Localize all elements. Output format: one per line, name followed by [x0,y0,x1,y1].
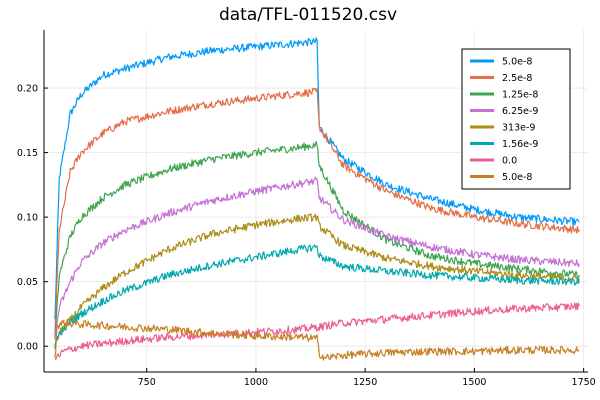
series-line-7 [54,318,580,361]
series-line-2 [54,140,580,339]
axis-ticks: 750 1000 1250 1500 1750 0.00 0.05 0.10 0.15 0.20 [17,84,596,388]
series-line-1 [54,87,580,335]
legend-label: 1.25e-8 [502,90,538,101]
x-tick-label: 1000 [244,377,268,388]
legend: 5.0e-8 2.5e-8 1.25e-8 6.25e-9 313e-9 1.56e-9 0… [461,48,571,190]
axes [43,30,588,373]
y-tick-label: 0.05 [17,277,38,288]
series-line-3 [54,176,580,340]
legend-box [461,48,571,190]
series-lines [54,37,580,361]
legend-label: 5.0e-8 [502,172,532,183]
legend-label: 313e-9 [502,123,535,134]
x-tick-label: 1500 [462,377,486,388]
x-tick-label: 1750 [572,377,596,388]
y-tick-label: 0.10 [17,213,38,224]
x-tick-label: 1250 [353,377,377,388]
legend-label: 5.0e-8 [502,57,532,68]
series-line-6 [54,302,580,360]
legend-label: 2.5e-8 [502,73,532,84]
series-line-4 [54,213,580,347]
y-tick-label: 0.00 [17,342,38,353]
series-line-0 [54,37,580,320]
legend-label: 1.56e-9 [502,139,538,150]
y-tick-label: 0.20 [17,84,38,95]
series-line-5 [54,244,580,350]
chart-title: data/TFL-011520.csv [219,5,397,25]
y-tick-label: 0.15 [17,148,38,159]
legend-label: 6.25e-9 [502,106,538,117]
legend-label: 0.0 [502,156,517,167]
x-tick-label: 750 [138,377,156,388]
